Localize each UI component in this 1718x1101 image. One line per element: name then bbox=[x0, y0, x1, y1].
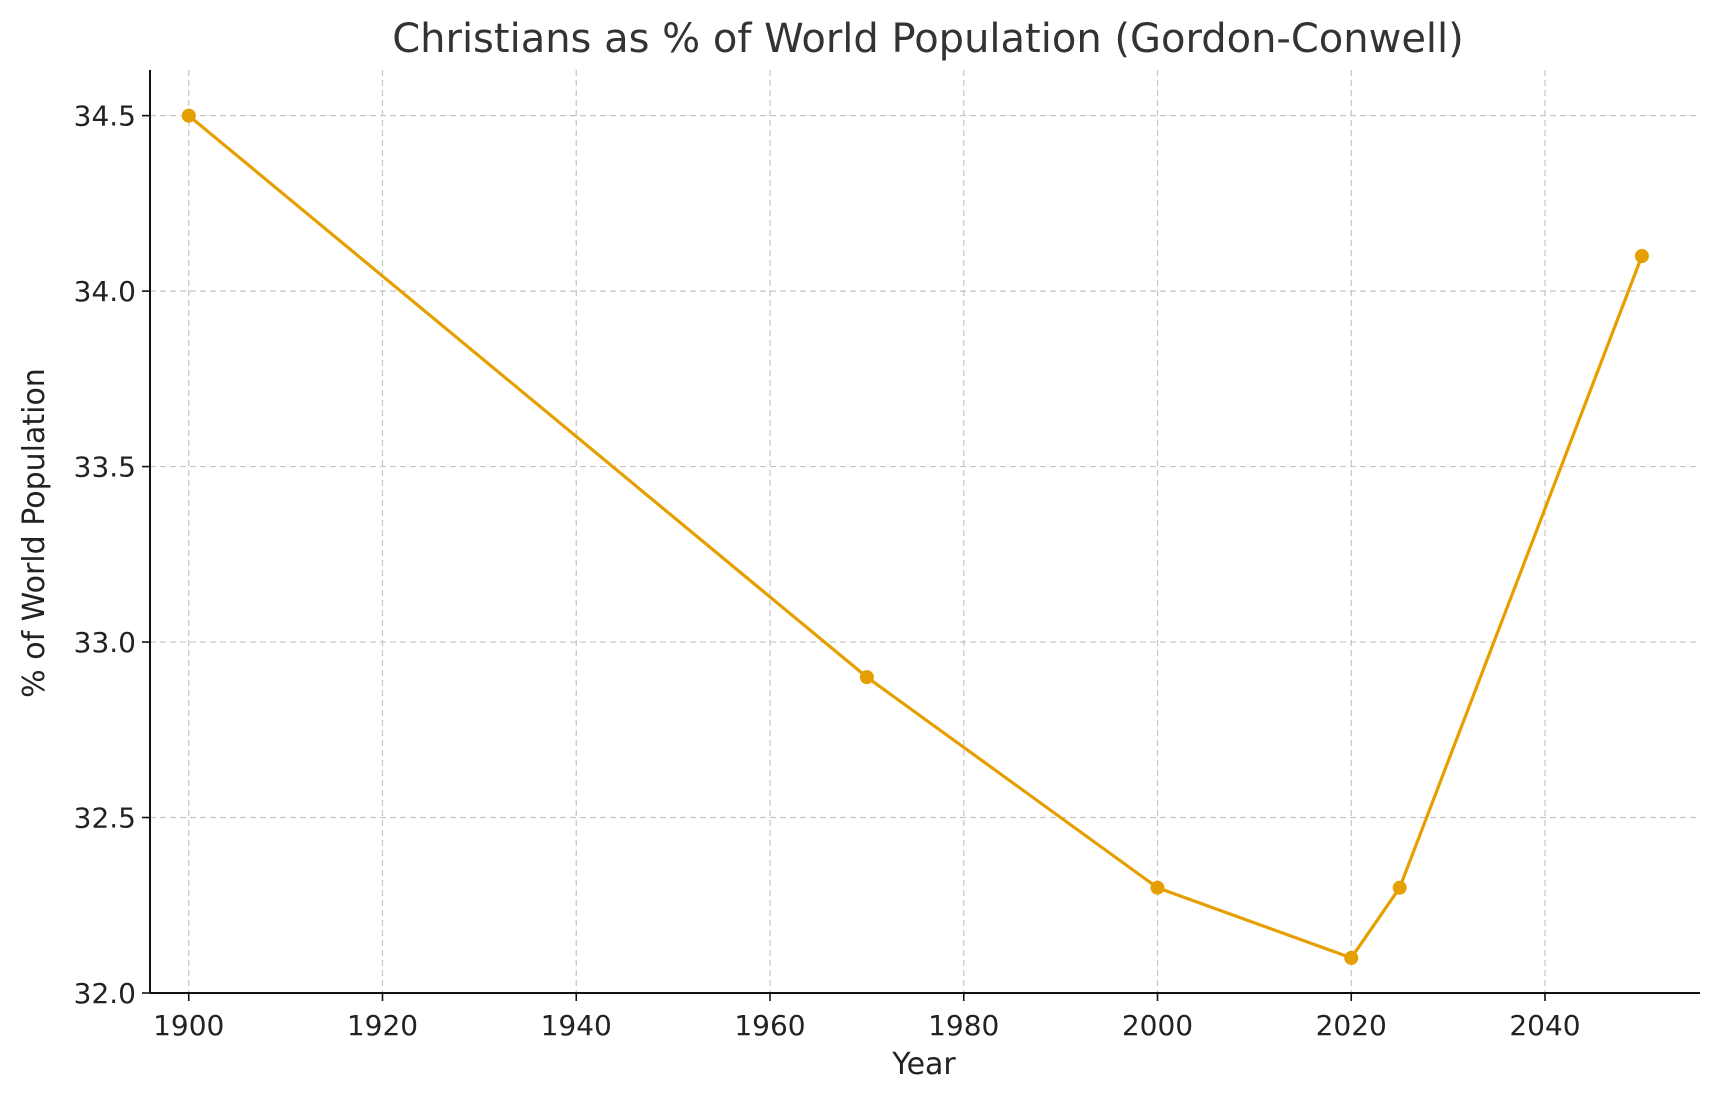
x-tick-label: 2000 bbox=[1122, 1009, 1193, 1042]
data-point bbox=[181, 108, 196, 123]
x-tick-label: 1960 bbox=[734, 1009, 805, 1042]
data-point bbox=[859, 670, 874, 685]
axes bbox=[142, 70, 1700, 1001]
y-tick-label: 32.0 bbox=[74, 977, 136, 1010]
y-tick-label: 33.5 bbox=[74, 451, 136, 484]
data-point bbox=[1150, 880, 1165, 895]
x-tick-label: 1940 bbox=[541, 1009, 612, 1042]
grid bbox=[150, 70, 1700, 994]
y-axis-label: % of World Population bbox=[17, 368, 52, 698]
y-tick-label: 34.5 bbox=[74, 100, 136, 133]
chart-title: Christians as % of World Population (Gor… bbox=[392, 16, 1464, 62]
tick-labels: 1900 1920 1940 1960 1980 2000 2020 2040 32.0 32.5… bbox=[74, 100, 1581, 1042]
data-point bbox=[1344, 950, 1359, 965]
y-tick-label: 34.0 bbox=[74, 275, 136, 308]
x-tick-label: 1920 bbox=[347, 1009, 418, 1042]
x-tick-label: 2020 bbox=[1316, 1009, 1387, 1042]
x-tick-label: 1900 bbox=[153, 1009, 224, 1042]
y-tick-label: 33.0 bbox=[74, 626, 136, 659]
series-layer bbox=[181, 108, 1649, 965]
series-line bbox=[187, 114, 1644, 960]
x-axis-label: Year bbox=[891, 1047, 956, 1082]
data-point bbox=[1392, 880, 1407, 895]
x-tick-label: 1980 bbox=[928, 1009, 999, 1042]
y-tick-label: 32.5 bbox=[74, 802, 136, 835]
x-tick-label: 2040 bbox=[1509, 1009, 1580, 1042]
data-point bbox=[1634, 249, 1649, 264]
